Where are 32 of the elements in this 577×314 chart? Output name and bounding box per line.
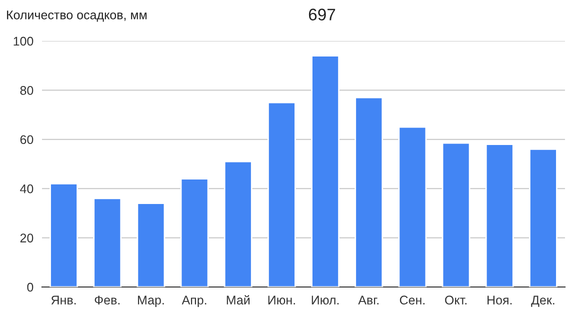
bar <box>93 198 122 287</box>
y-tick-label: 60 <box>20 135 34 144</box>
bar <box>442 142 470 287</box>
y-tick-label: 100 <box>14 36 34 46</box>
x-tick-label: Июл. <box>312 296 339 305</box>
x-tick-label: Ноя. <box>488 296 512 305</box>
bar <box>354 96 384 287</box>
chart-title: 697 <box>308 8 336 20</box>
x-tick-label: Сен. <box>400 296 424 305</box>
bar <box>180 178 209 287</box>
bar <box>529 148 558 287</box>
y-tick-label: 40 <box>20 184 34 194</box>
x-tick-label: Фев. <box>94 296 120 305</box>
bar <box>136 202 166 287</box>
bar <box>485 144 514 287</box>
bar <box>311 55 340 287</box>
bar <box>50 182 78 287</box>
y-tick-label: 80 <box>20 86 34 95</box>
x-tick-label: Май <box>226 295 250 305</box>
x-tick-label: Апр. <box>182 296 206 307</box>
x-tick-label: Янв. <box>51 296 76 304</box>
x-tick-label: Мар. <box>138 296 164 307</box>
y-tick-label: 20 <box>20 234 34 242</box>
y-tick-label: 0 <box>27 282 34 292</box>
y-axis-title: Количество осадков, мм <box>7 10 147 22</box>
x-tick-label: Дек. <box>531 296 554 307</box>
x-tick-label: Июн. <box>268 296 295 305</box>
bar <box>224 160 252 287</box>
x-tick-label: Окт. <box>445 296 466 305</box>
bar <box>398 126 427 287</box>
bar <box>268 102 296 287</box>
x-tick-label: Авг. <box>358 296 378 304</box>
